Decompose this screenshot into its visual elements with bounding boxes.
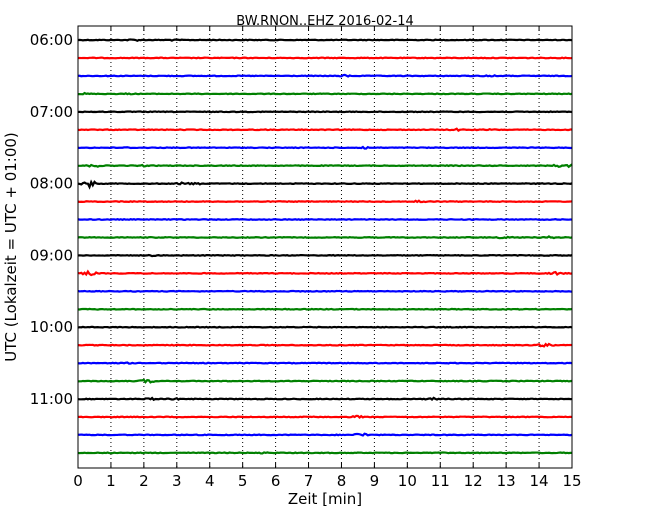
- trace-line: [77, 91, 573, 96]
- vertical-grid: [110, 26, 540, 468]
- y-axis-label: UTC (Lokalzeit = UTC + 01:00): [2, 132, 20, 362]
- x-tick-label: 0: [73, 472, 83, 490]
- trace-line: [77, 199, 573, 204]
- trace-line: [77, 432, 573, 437]
- trace-line: [77, 218, 573, 221]
- trace-line: [77, 110, 573, 114]
- trace-line: [77, 269, 573, 277]
- trace-line: [77, 179, 573, 190]
- x-tick-label: 3: [172, 472, 182, 490]
- trace-line: [77, 163, 573, 169]
- trace-line: [77, 414, 573, 419]
- x-tick-label: 15: [562, 472, 581, 490]
- trace-line: [77, 56, 573, 60]
- trace-line: [77, 145, 573, 150]
- x-tick-label: 12: [464, 472, 483, 490]
- x-tick-label: 10: [398, 472, 417, 490]
- trace-line: [77, 396, 573, 402]
- y-tick-label: 06:00: [30, 31, 73, 49]
- x-tick-label: 2: [139, 472, 149, 490]
- x-tick-label: 4: [205, 472, 215, 490]
- trace-line: [77, 289, 573, 293]
- trace-line: [77, 342, 573, 348]
- y-tick-label: 07:00: [30, 103, 73, 121]
- x-tick-label: 6: [271, 472, 281, 490]
- y-tick-label: 08:00: [30, 175, 73, 193]
- trace-line: [77, 378, 573, 384]
- trace-line: [77, 73, 573, 78]
- trace-line: [77, 451, 573, 455]
- y-tick-label: 11:00: [30, 390, 73, 408]
- trace-line: [77, 325, 573, 329]
- trace-lines: [77, 38, 573, 455]
- x-tick-label: 13: [497, 472, 516, 490]
- trace-line: [77, 38, 573, 42]
- y-tick-label: 10:00: [30, 318, 73, 336]
- trace-line: [77, 307, 573, 311]
- trace-line: [77, 235, 573, 240]
- plot-frame: [77, 25, 573, 469]
- x-tick-label: 14: [530, 472, 549, 490]
- x-tick-label: 5: [238, 472, 248, 490]
- x-tick-label: 9: [370, 472, 380, 490]
- chart-title: BW.RNON..EHZ 2016-02-14: [236, 14, 414, 29]
- x-tick-label: 8: [337, 472, 347, 490]
- trace-line: [77, 253, 573, 258]
- x-tick-label: 1: [106, 472, 116, 490]
- x-tick-label: 11: [431, 472, 450, 490]
- y-tick-label: 09:00: [30, 246, 73, 264]
- trace-line: [77, 361, 573, 365]
- axis-ticks: 0 1 2 3 4 5 6 7 8 9 10 11 12 13 14 1506:0007:0008:0009:…: [30, 26, 582, 490]
- x-tick-label: 7: [304, 472, 314, 490]
- x-axis-label: Zeit [min]: [288, 490, 362, 508]
- trace-line: [77, 127, 573, 132]
